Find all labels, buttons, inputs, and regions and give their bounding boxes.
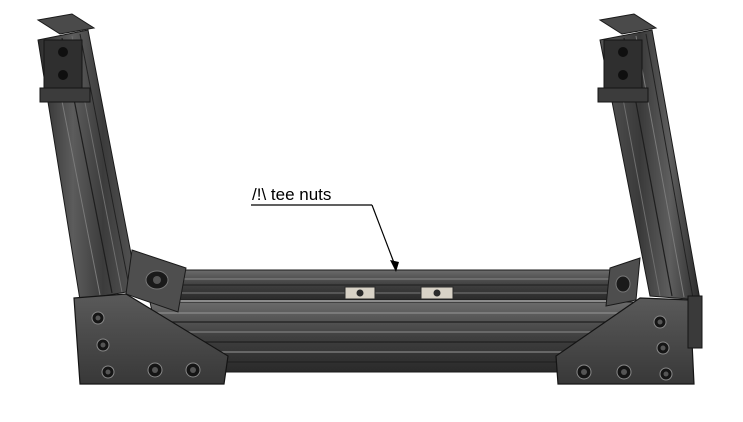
left-post: [36, 13, 139, 301]
tee-nut-right: [420, 286, 454, 300]
tee-nuts-callout: /!\ tee nuts: [251, 185, 399, 272]
right-post: [597, 13, 701, 301]
tee-nut-left: [344, 286, 376, 300]
left-angle-bracket: [125, 249, 187, 313]
callout-arrowhead: [390, 260, 399, 272]
right-corner-plate: [555, 295, 703, 385]
right-angle-bracket: [605, 257, 641, 307]
callout-label: /!\ tee nuts: [252, 185, 331, 204]
callout-leader-line: [371, 204, 397, 269]
back-rail: [179, 269, 613, 301]
left-corner-plate: [73, 293, 229, 385]
